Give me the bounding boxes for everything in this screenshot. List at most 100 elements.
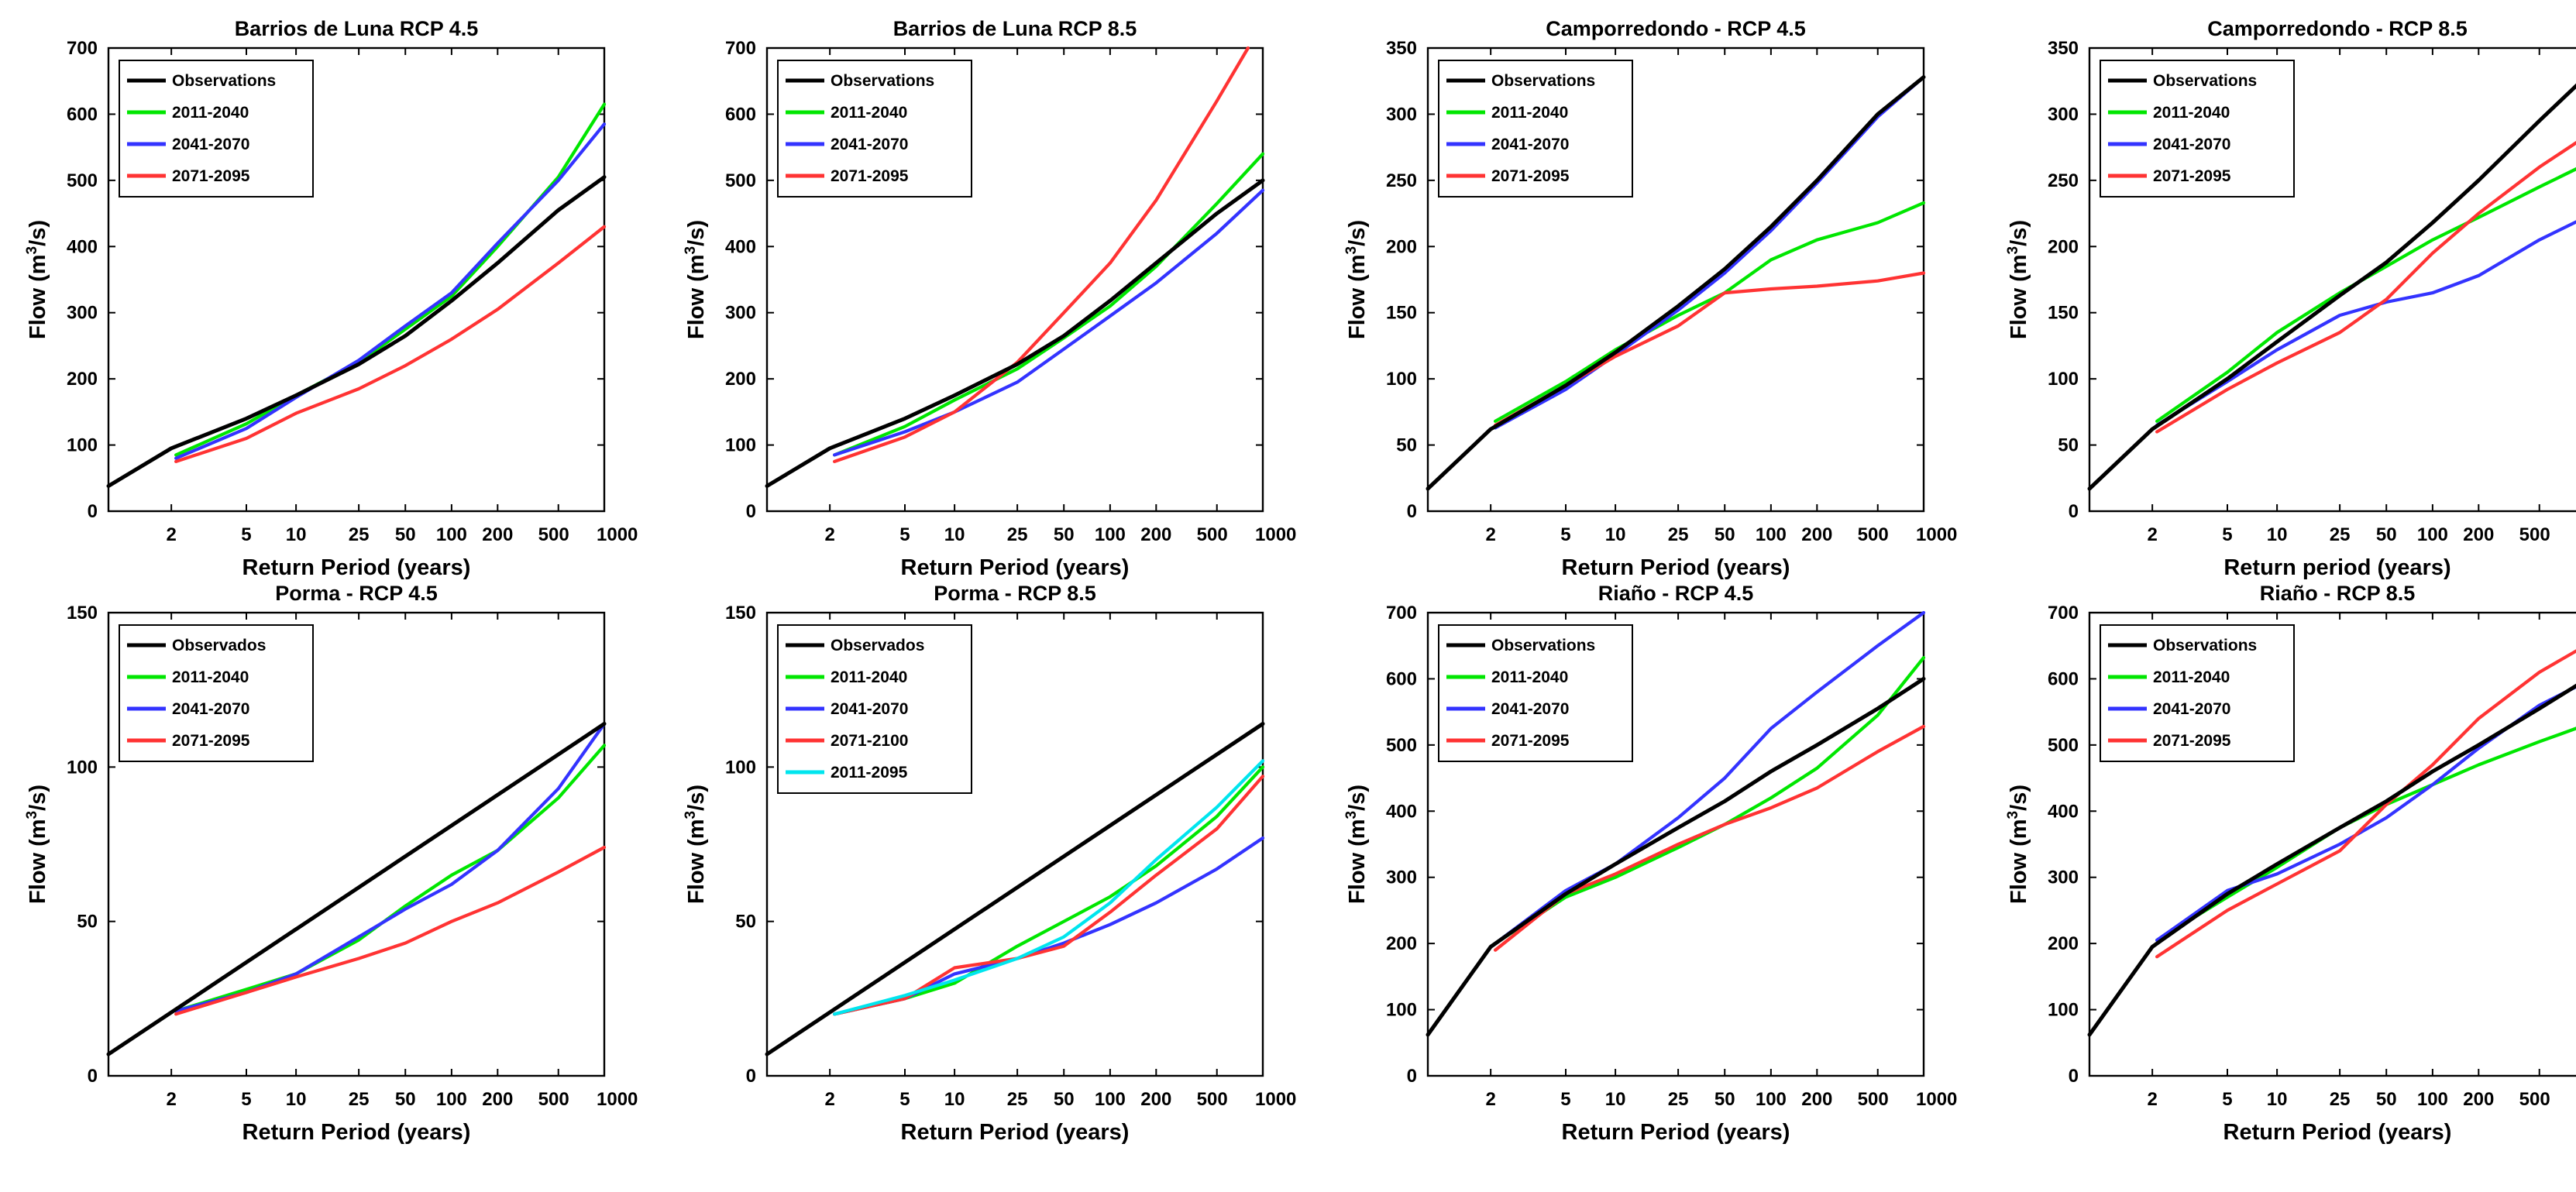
chart-8-xtick-label: 50 xyxy=(2376,1089,2397,1110)
chart-2-xtick-label: 50 xyxy=(1054,524,1075,545)
chart-8-xlabel: Return Period (years) xyxy=(2223,1120,2452,1145)
chart-7-ytick-label: 600 xyxy=(1386,668,1417,689)
chart-7-ytick-label: 400 xyxy=(1386,801,1417,822)
chart-2-legend: Observations 2011-2040 2041-2070 2071-2095 xyxy=(777,60,972,198)
chart-3-xlabel: Return Period (years) xyxy=(1562,555,1790,580)
chart-3-xtick-label: 5 xyxy=(1560,524,1570,545)
chart-8-ytick-label: 0 xyxy=(2069,1066,2079,1087)
chart-2-ytick-label: 500 xyxy=(725,170,756,191)
chart-3: Camporredondo - RCP 4.505010015020025030… xyxy=(1343,17,1957,580)
chart-5-ylabel: Flow (m3/s) xyxy=(24,785,50,904)
chart-8-legend-label-2041-2070: 2041-2070 xyxy=(2153,700,2230,718)
chart-6-xtick-label: 5 xyxy=(899,1089,910,1110)
chart-8-xtick-label: 5 xyxy=(2222,1089,2232,1110)
chart-4-xtick-label: 2 xyxy=(2147,524,2157,545)
chart-4-xlabel: Return period (years) xyxy=(2223,555,2450,580)
chart-8-xtick-label: 25 xyxy=(2330,1089,2351,1110)
chart-8-ytick-label: 500 xyxy=(2048,735,2079,756)
chart-6-xtick-label: 2 xyxy=(824,1089,834,1110)
chart-1-xtick-label: 200 xyxy=(482,524,513,545)
chart-1-legend-label-2041-2070: 2041-2070 xyxy=(172,136,249,153)
chart-2-ytick-label: 600 xyxy=(725,104,756,125)
chart-4-xtick-label: 5 xyxy=(2222,524,2232,545)
chart-5-series-observados-line xyxy=(106,722,607,1056)
chart-2-legend-label-2041-2070: 2041-2070 xyxy=(831,136,908,153)
chart-8-ytick-label: 400 xyxy=(2048,801,2079,822)
chart-4-legend-label-2071-2095: 2071-2095 xyxy=(2153,167,2231,185)
chart-2-xtick-label: 5 xyxy=(899,524,910,545)
chart-6-legend-label-2011-2040: 2011-2040 xyxy=(831,668,907,686)
chart-2-xtick-label: 25 xyxy=(1007,524,1028,545)
chart-5-xtick-label: 1000 xyxy=(597,1089,638,1110)
chart-8-xtick-label: 10 xyxy=(2267,1089,2288,1110)
chart-1-title: Barrios de Luna RCP 4.5 xyxy=(235,17,479,40)
chart-8-legend-label-observations: Observations xyxy=(2153,637,2257,654)
chart-7-title: Riaño - RCP 4.5 xyxy=(1598,582,1754,605)
chart-6-legend-label-2071-2100: 2071-2100 xyxy=(831,732,908,750)
chart-6-title: Porma - RCP 8.5 xyxy=(934,582,1096,605)
chart-7-xtick-label: 50 xyxy=(1714,1089,1735,1110)
chart-6-ytick-label: 100 xyxy=(725,757,756,778)
chart-1-ytick-label: 100 xyxy=(67,435,98,456)
chart-8-ytick-label: 600 xyxy=(2048,668,2079,689)
chart-8-legend-label-2071-2095: 2071-2095 xyxy=(2153,732,2231,750)
chart-4-series-2011-2040-line xyxy=(2155,167,2576,423)
chart-8-title: Riaño - RCP 8.5 xyxy=(2260,582,2416,605)
chart-6-ytick-label: 150 xyxy=(725,603,756,623)
chart-8-legend: Observations 2011-2040 2041-2070 2071-2095 xyxy=(2100,624,2295,762)
chart-3-xtick-label: 50 xyxy=(1714,524,1735,545)
chart-3-xtick-label: 100 xyxy=(1756,524,1787,545)
chart-6-legend: Observados 2011-2040 2041-2070 2071-2100 201… xyxy=(777,624,972,794)
chart-7-series-observations-line xyxy=(1426,676,1926,1037)
chart-5-xtick-label: 100 xyxy=(436,1089,467,1110)
chart-1-xtick-label: 500 xyxy=(538,524,569,545)
chart-1-xtick-label: 10 xyxy=(286,524,307,545)
chart-4-title: Camporredondo - RCP 8.5 xyxy=(2207,17,2468,40)
chart-8-xtick-label: 200 xyxy=(2463,1089,2494,1110)
chart-5-series-2011-2040-line xyxy=(174,744,607,1013)
chart-1-ytick-label: 200 xyxy=(67,369,98,390)
chart-6-legend-label-observados: Observados xyxy=(831,637,924,654)
chart-5-xtick-label: 25 xyxy=(349,1089,370,1110)
chart-5-ytick-label: 0 xyxy=(88,1066,98,1087)
chart-1-xtick-label: 2 xyxy=(166,524,176,545)
chart-3-ytick-label: 0 xyxy=(1407,501,1417,522)
chart-4-xtick-label: 50 xyxy=(2376,524,2397,545)
chart-2-legend-label-2011-2040: 2011-2040 xyxy=(831,104,907,122)
chart-3-legend-label-2071-2095: 2071-2095 xyxy=(1491,167,1570,185)
chart-8-legend-label-2011-2040: 2011-2040 xyxy=(2153,668,2230,686)
chart-5-ytick-label: 150 xyxy=(67,603,98,623)
chart-7-ytick-label: 500 xyxy=(1386,735,1417,756)
chart-6-xtick-label: 500 xyxy=(1197,1089,1228,1110)
chart-1-xlabel: Return Period (years) xyxy=(242,555,471,580)
chart-2-xtick-label: 500 xyxy=(1197,524,1228,545)
chart-7-ytick-label: 700 xyxy=(1386,603,1417,623)
chart-6-xtick-label: 25 xyxy=(1007,1089,1028,1110)
chart-7-xtick-label: 1000 xyxy=(1916,1089,1957,1110)
chart-7-xtick-label: 200 xyxy=(1801,1089,1832,1110)
chart-4-ytick-label: 350 xyxy=(2048,38,2079,59)
chart-4-ytick-label: 50 xyxy=(2058,435,2079,456)
chart-5-series-2071-2095-line xyxy=(174,845,607,1016)
chart-1-xtick-label: 5 xyxy=(241,524,251,545)
chart-1-ytick-label: 400 xyxy=(67,236,98,257)
chart-5-title: Porma - RCP 4.5 xyxy=(275,582,438,605)
chart-7-xtick-label: 2 xyxy=(1485,1089,1495,1110)
chart-2-ytick-label: 200 xyxy=(725,369,756,390)
chart-2-xtick-label: 1000 xyxy=(1255,524,1296,545)
chart-2-title: Barrios de Luna RCP 8.5 xyxy=(893,17,1137,40)
chart-6-xtick-label: 50 xyxy=(1054,1089,1075,1110)
chart-4-ytick-label: 300 xyxy=(2048,104,2079,125)
chart-6-xtick-label: 1000 xyxy=(1255,1089,1296,1110)
chart-3-ytick-label: 150 xyxy=(1386,303,1417,324)
chart-6-series-2011-2040-line xyxy=(833,765,1265,1016)
chart-5-legend-label-observados: Observados xyxy=(172,637,266,654)
chart-2-ytick-label: 700 xyxy=(725,38,756,59)
chart-1-series-2041-2070-line xyxy=(174,122,607,460)
chart-4: Camporredondo - RCP 8.505010015020025030… xyxy=(2005,17,2576,580)
chart-5-xtick-label: 50 xyxy=(395,1089,416,1110)
chart-1-series-observations-line xyxy=(106,175,607,488)
